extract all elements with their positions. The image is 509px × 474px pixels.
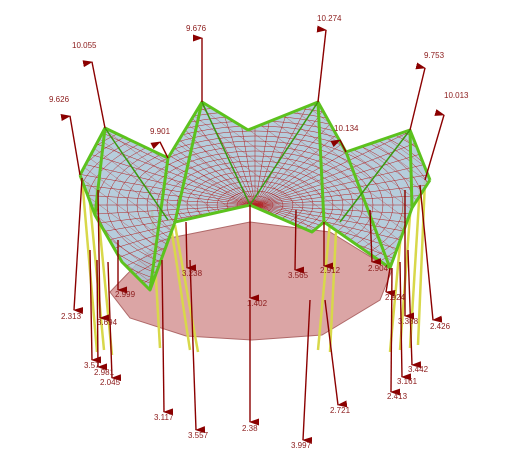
mesh-line [254, 204, 430, 235]
mesh-line [254, 102, 355, 206]
mesh-line [80, 204, 256, 220]
reaction-label: 3.442 [408, 365, 429, 374]
mesh-line [254, 134, 430, 206]
reaction-arrow [96, 259, 108, 371]
mesh-line [80, 121, 256, 206]
mesh-line [229, 102, 256, 206]
reaction-arrow [316, 25, 327, 103]
reaction-arrow [73, 177, 84, 315]
reaction-label: 2.721 [330, 406, 351, 415]
reaction-label: 2.912 [320, 266, 341, 275]
reaction-arrow [369, 209, 382, 266]
reaction-label: 3.565 [288, 271, 309, 280]
reaction-arrow [409, 62, 426, 131]
reaction-arrow [161, 259, 174, 416]
reaction-arrow [60, 114, 81, 176]
reaction-label: 3.997 [291, 441, 312, 450]
reaction-label: 9.676 [186, 24, 207, 33]
reaction-label: 10.055 [72, 41, 97, 50]
mesh-line [254, 204, 430, 220]
reaction-label: 3.57 [84, 361, 100, 370]
mesh-line [80, 204, 256, 235]
mesh-line [254, 161, 430, 206]
mesh-line [433, 80, 509, 300]
mesh-line [254, 204, 430, 289]
reaction-label: 10.274 [317, 14, 342, 23]
reaction-arrow [82, 60, 106, 129]
inner-cables [104, 101, 411, 223]
reaction-label: 3.161 [397, 377, 418, 386]
reaction-arrow [399, 261, 412, 381]
reaction-label: 2.924 [385, 293, 406, 302]
reaction-arrow [390, 267, 401, 396]
reaction-label: 9.626 [49, 95, 70, 104]
reaction-arrow [189, 259, 206, 434]
mesh-line [254, 190, 430, 206]
masts [80, 177, 427, 356]
mesh-line [469, 80, 509, 300]
reaction-arrow [107, 261, 122, 382]
mesh-line [252, 102, 430, 290]
reaction-arrow [294, 209, 305, 274]
reaction-label: 2.38 [242, 424, 258, 433]
mesh-line [254, 121, 430, 206]
reaction-label: 2.999 [115, 290, 136, 299]
mesh-line [80, 175, 256, 206]
mesh-line [80, 161, 256, 206]
reaction-arrow [385, 267, 396, 297]
mesh-line [254, 204, 430, 276]
reaction-arrows [60, 25, 445, 444]
mesh-line [0, 80, 67, 300]
mesh-line [254, 102, 306, 206]
mesh-line [254, 204, 430, 263]
reaction-label: 2.904 [368, 264, 389, 273]
mesh-line [204, 102, 256, 206]
mesh-line [0, 80, 49, 300]
reaction-label: 3.388 [398, 317, 419, 326]
reaction-arrow [407, 249, 422, 369]
reaction-arrow [185, 221, 197, 272]
mesh-line [0, 80, 13, 300]
reaction-label: 2.313 [61, 312, 82, 321]
reaction-arrow [424, 109, 445, 181]
reaction-label: 2.981 [94, 368, 115, 377]
reaction-arrow [324, 299, 348, 408]
reaction-arrow [97, 189, 110, 322]
mesh-line [80, 134, 256, 206]
mesh-line [0, 80, 31, 300]
mesh-line [451, 80, 509, 300]
reaction-label: 9.753 [424, 51, 445, 60]
reaction-labels: 9.676 10.274 10.055 9.753 10.013 9.626 9… [49, 14, 469, 450]
reaction-label: 3.238 [182, 269, 203, 278]
reaction-label: 9.901 [150, 127, 171, 136]
mesh-line [505, 80, 509, 300]
reaction-label: 3.117 [154, 413, 174, 422]
mesh-line [80, 102, 86, 290]
mesh-line [414, 102, 430, 290]
reaction-arrow [419, 184, 443, 323]
reaction-label: 3.694 [97, 318, 118, 327]
mesh-line [80, 102, 194, 290]
mesh-line [487, 80, 509, 300]
reaction-label: 3.557 [188, 431, 209, 440]
reaction-label: 2.413 [387, 392, 408, 401]
mesh-line [254, 175, 430, 206]
mesh-line [80, 147, 256, 206]
reaction-arrow [302, 299, 313, 444]
reaction-label: 10.134 [334, 124, 359, 133]
reaction-arrow [89, 249, 102, 364]
reaction-arrow [330, 139, 347, 153]
reaction-label: 2.045 [100, 378, 121, 387]
reaction-label: 1.402 [247, 299, 268, 308]
reaction-label: 10.013 [444, 91, 469, 100]
reaction-arrow [150, 141, 169, 159]
edge-cables [78, 100, 432, 292]
reaction-label: 2.426 [430, 322, 451, 331]
